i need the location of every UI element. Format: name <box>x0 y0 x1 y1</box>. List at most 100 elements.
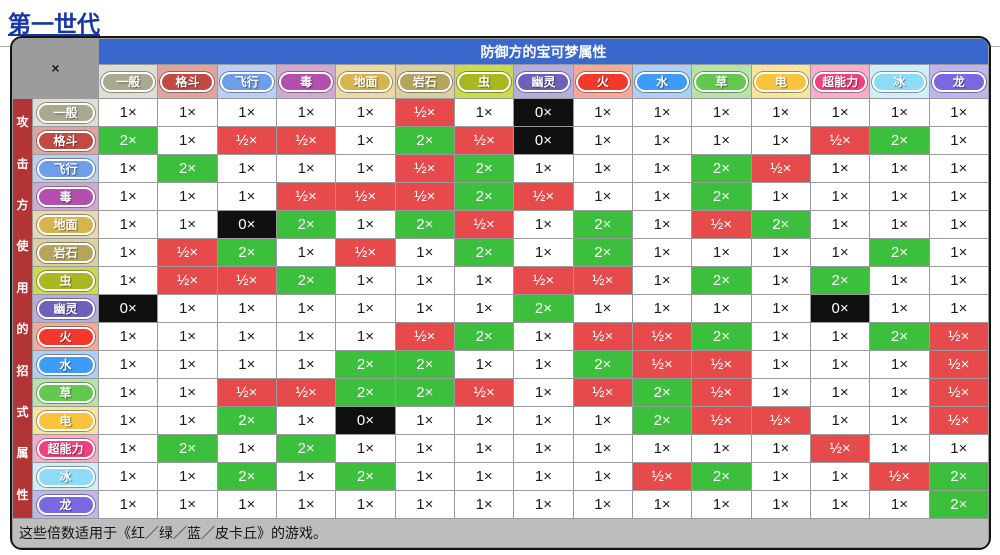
attacker-type-badge[interactable]: 龙 <box>36 494 95 515</box>
matrix-cell: 1× <box>275 490 337 519</box>
attacker-type-badge[interactable]: 格斗 <box>36 130 95 151</box>
defender-type-badge[interactable]: 火 <box>575 71 630 92</box>
defender-type-badge[interactable]: 电 <box>753 71 808 92</box>
matrix-cell: 1× <box>275 350 337 379</box>
defender-type-badge[interactable]: 草 <box>694 71 749 92</box>
defender-type-badge[interactable]: 超能力 <box>813 71 868 92</box>
matrix-cell: 1× <box>453 98 515 127</box>
matrix-cell: ½× <box>928 378 989 407</box>
matrix-cell: 1× <box>335 322 396 351</box>
matrix-cell: 1× <box>216 294 277 323</box>
matrix-cell: 1× <box>157 462 218 491</box>
matrix-cell: 1× <box>750 266 811 295</box>
matrix-cell: 2× <box>750 210 811 239</box>
matrix-cell: 1× <box>275 154 337 183</box>
attacker-type-badge[interactable]: 草 <box>36 382 95 403</box>
attacker-type-header: 草 <box>32 378 99 407</box>
matrix-cell: 2× <box>394 378 455 407</box>
matrix-cell: 1× <box>928 154 989 183</box>
matrix-cell: ½× <box>869 462 930 491</box>
matrix-cell: 1× <box>572 98 633 127</box>
matrix-cell: 1× <box>869 294 930 323</box>
attacker-type-badge[interactable]: 电 <box>36 410 95 431</box>
defender-type-header: 超能力 <box>809 64 871 99</box>
matrix-cell: 1× <box>631 98 693 127</box>
matrix-cell: ½× <box>453 378 515 407</box>
matrix-cell: 1× <box>691 126 752 155</box>
matrix-cell: ½× <box>453 126 515 155</box>
matrix-cell: 2× <box>691 462 752 491</box>
attacker-type-header: 毒 <box>32 182 99 211</box>
matrix-cell: 1× <box>394 490 455 519</box>
matrix-cell: 1× <box>631 126 693 155</box>
defender-type-badge[interactable]: 飞行 <box>219 71 274 92</box>
attacker-type-badge[interactable]: 岩石 <box>36 242 95 263</box>
matrix-cell: 1× <box>97 406 159 435</box>
matrix-cell: 1× <box>453 294 515 323</box>
matrix-cell: 1× <box>453 350 515 379</box>
matrix-cell: 0× <box>513 126 574 155</box>
attacker-type-badge[interactable]: 一般 <box>36 102 95 123</box>
attacker-type-badge[interactable]: 地面 <box>36 214 95 235</box>
matrix-cell: ½× <box>275 126 337 155</box>
matrix-cell: 2× <box>631 406 693 435</box>
attacker-type-badge[interactable]: 幽灵 <box>36 298 95 319</box>
matrix-cell: 1× <box>335 434 396 463</box>
matrix-cell: 0× <box>97 294 159 323</box>
defender-types-row: 一般 格斗 飞行毒地面 岩石虫幽灵火水草电超能力冰龙 <box>13 64 989 99</box>
matrix-cell: 2× <box>572 238 633 267</box>
matrix-cell: 1× <box>513 490 574 519</box>
defender-type-badge[interactable]: 幽灵 <box>516 71 571 92</box>
page-title-link[interactable]: 第一世代 <box>8 11 100 37</box>
matrix-cell: 1× <box>157 210 218 239</box>
attacker-type-badge[interactable]: 超能力 <box>36 438 95 459</box>
matrix-cell: ½× <box>809 434 871 463</box>
matrix-cell: 1× <box>691 98 752 127</box>
matrix-cell: 1× <box>513 154 574 183</box>
attacker-type-header: 超能力 <box>32 434 99 463</box>
matrix-row: 虫 1× ½× ½× 2× 1× 1× 1× ½× ½× 1× 2× 1× 2× 1× 1× <box>13 266 989 295</box>
matrix-cell: 1× <box>275 462 337 491</box>
defender-type-badge[interactable]: 虫 <box>457 71 512 92</box>
matrix-cell: 1× <box>97 210 159 239</box>
defender-type-badge[interactable]: 毒 <box>279 71 334 92</box>
matrix-cell: 1× <box>691 294 752 323</box>
attacker-type-badge[interactable]: 冰 <box>36 466 95 487</box>
attacker-type-badge[interactable]: 火 <box>36 326 95 347</box>
attacker-type-badge[interactable]: 虫 <box>36 270 95 291</box>
matrix-cell: 1× <box>572 406 633 435</box>
defender-type-badge[interactable]: 格斗 <box>160 71 215 92</box>
matrix-cell: 1× <box>216 490 277 519</box>
matrix-cell: 1× <box>453 406 515 435</box>
matrix-cell: 1× <box>157 378 218 407</box>
defender-type-badge[interactable]: 龙 <box>931 71 986 92</box>
matrix-cell: 1× <box>275 294 337 323</box>
matrix-cell: ½× <box>691 350 752 379</box>
matrix-cell: 1× <box>394 434 455 463</box>
matrix-cell: 1× <box>572 182 633 211</box>
attacker-type-badge[interactable]: 毒 <box>36 186 95 207</box>
defender-type-badge[interactable]: 一般 <box>101 71 156 92</box>
defender-type-badge[interactable]: 地面 <box>338 71 393 92</box>
attacker-type-badge[interactable]: 飞行 <box>36 158 95 179</box>
matrix-cell: 2× <box>453 238 515 267</box>
defender-type-badge[interactable]: 冰 <box>872 71 927 92</box>
matrix-cell: ½× <box>453 210 515 239</box>
defender-type-badge[interactable]: 岩石 <box>397 71 452 92</box>
matrix-row: 毒 1× 1× 1× ½× ½× ½× 2× ½× 1× 1× 2× 1× 1× 1× 1× <box>13 182 989 211</box>
attacker-type-header: 冰 <box>32 462 99 491</box>
matrix-cell: 1× <box>631 210 693 239</box>
attacker-type-badge[interactable]: 水 <box>36 354 95 375</box>
matrix-cell: 1× <box>691 434 752 463</box>
matrix-cell: 1× <box>928 266 989 295</box>
matrix-cell: 1× <box>869 266 930 295</box>
defender-type-header: 格斗 <box>157 64 218 99</box>
matrix-cell: 1× <box>572 434 633 463</box>
matrix-row: 冰 1× 1× 2× 1× 2× 1× 1× 1× 1× ½× 2× 1× 1× ½× 2× <box>13 462 989 491</box>
defender-type-badge[interactable]: 水 <box>635 71 690 92</box>
matrix-cell: 1× <box>216 322 277 351</box>
defender-type-header: 火 <box>572 64 633 99</box>
matrix-cell: 1× <box>513 238 574 267</box>
matrix-cell: 1× <box>97 322 159 351</box>
defender-type-header: 冰 <box>869 64 930 99</box>
